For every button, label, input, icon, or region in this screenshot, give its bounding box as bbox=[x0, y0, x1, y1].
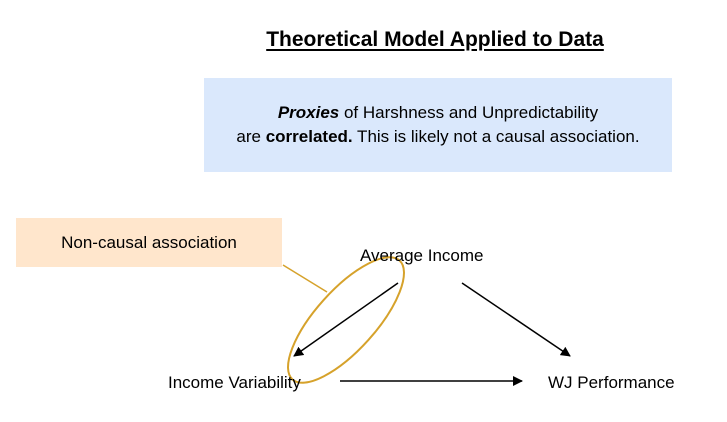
callout-line bbox=[282, 264, 328, 293]
node-average-income: Average Income bbox=[360, 246, 484, 265]
node-wj-performance: WJ Performance bbox=[548, 373, 675, 392]
node-income-variability: Income Variability bbox=[168, 373, 301, 392]
note-causal-text: This is likely not a causal association. bbox=[352, 127, 640, 146]
arrow-income-to-variability bbox=[293, 282, 399, 357]
correlation-note-box: Proxies of Harshness and Unpredictabilit… bbox=[204, 78, 672, 172]
highlight-ellipse bbox=[287, 256, 405, 384]
note-harshness-text: of Harshness and Unpredictability bbox=[339, 103, 599, 122]
note-are-text: are bbox=[236, 127, 266, 146]
note-correlated-text: correlated. bbox=[265, 127, 353, 146]
arrow-income-to-wj bbox=[461, 282, 571, 357]
note-line-2: are correlated. This is likely not a cau… bbox=[236, 125, 639, 149]
non-causal-label-text: Non-causal association bbox=[61, 232, 237, 252]
note-proxies-text: Proxies bbox=[277, 103, 340, 122]
diagram-title: Theoretical Model Applied to Data bbox=[266, 28, 604, 51]
non-causal-label-box: Non-causal association bbox=[16, 218, 282, 267]
note-line-1: Proxies of Harshness and Unpredictabilit… bbox=[278, 101, 598, 125]
